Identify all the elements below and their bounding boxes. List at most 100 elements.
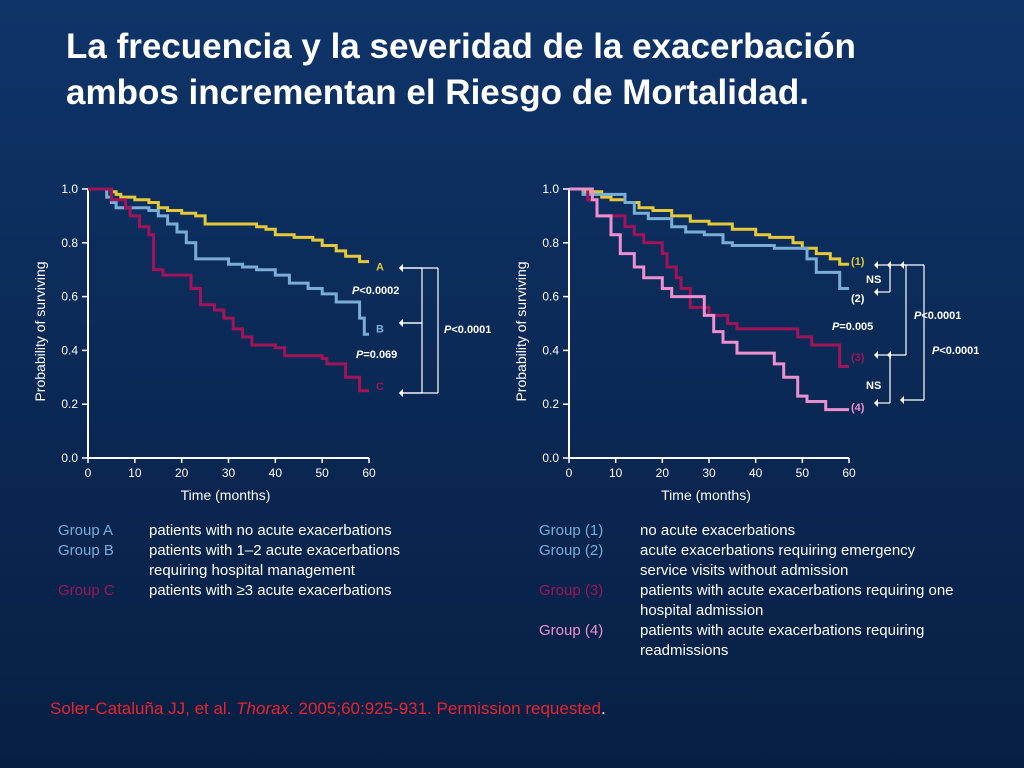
legend-group-key: Group (4)	[539, 622, 604, 639]
legend-group-key: Group C	[58, 582, 115, 599]
legend-description-line: patients with no acute exacerbations	[149, 522, 392, 539]
legend-group-description: patients with no acute exacerbations	[149, 521, 392, 541]
series-line-1	[569, 187, 849, 266]
legend-group-key: Group B	[58, 542, 114, 559]
legend-row: Group (3) patients with acute exacerbatio…	[539, 581, 1009, 621]
annotations: A B C P<0.0002 P=0.069 P<0.0001	[352, 262, 491, 397]
series-end-label-A: A	[376, 262, 384, 274]
x-tick-label: 30	[702, 466, 716, 480]
series-line-3	[569, 187, 849, 368]
ns-3-4: NS	[866, 380, 881, 392]
y-tick-label: 0.0	[61, 451, 78, 465]
series-line-4	[569, 187, 849, 412]
legend-row: Group (1) no acute exacerbations	[539, 521, 1009, 541]
x-tick-label: 20	[656, 466, 670, 480]
series-end-label-4: (4)	[851, 402, 865, 414]
legend-description-line: requiring hospital management	[149, 562, 355, 579]
x-tick-label: 10	[609, 466, 623, 480]
series-end-label-B: B	[376, 323, 384, 335]
legend-description-line: patients with acute exacerbations requir…	[640, 582, 954, 599]
arrow-head	[900, 396, 904, 404]
x-tick-label: 0	[85, 466, 92, 480]
ns-1-2: NS	[866, 274, 881, 286]
p-value-a-c: P<0.0001	[444, 324, 491, 336]
p-value-1-4: P<0.0001	[932, 345, 979, 357]
y-tick-label: 0.6	[61, 290, 78, 304]
citation-authors: Soler-Cataluña JJ, et al.	[50, 699, 237, 718]
y-tick-label: 0.0	[542, 451, 559, 465]
y-tick-label: 0.8	[542, 236, 559, 250]
arrow-head	[874, 399, 878, 407]
p-value-1-3: P<0.0001	[914, 310, 961, 322]
citation-journal: Thorax	[236, 699, 290, 718]
y-tick-label: 0.2	[61, 397, 78, 411]
series-end-label-C: C	[376, 381, 384, 393]
x-tick-label: 40	[269, 466, 283, 480]
citation: Soler-Cataluña JJ, et al. Thorax. 2005;6…	[50, 699, 606, 719]
series-line-C	[88, 187, 369, 393]
legend-row: Group A patients with no acute exacerbati…	[58, 521, 458, 541]
legend-description-line: acute exacerbations requiring emergency	[640, 542, 916, 559]
legend-description-line: readmissions	[640, 642, 729, 659]
arrow-head	[399, 389, 403, 397]
citation-details: . 2005;60:925-931. Permission requested	[289, 699, 601, 718]
legend-group-description: patients with 1–2 acute exacerbations req…	[149, 541, 400, 581]
arrow-head	[874, 261, 878, 269]
y-tick-label: 1.0	[61, 182, 78, 196]
series-line-2	[569, 187, 849, 290]
arrow-head	[887, 261, 891, 269]
legend-row: Group (4) patients with acute exacerbatio…	[539, 621, 1009, 661]
x-tick-label: 50	[796, 466, 810, 480]
series-end-label-1: (1)	[851, 256, 865, 268]
y-axis-label: Probability of surviving	[513, 261, 529, 401]
x-axis-label: Time (months)	[661, 487, 751, 503]
y-tick-label: 0.4	[61, 343, 78, 357]
legend-description-line: no acute exacerbations	[640, 522, 796, 539]
series-line-B	[88, 187, 369, 336]
citation-end: .	[600, 699, 606, 718]
legend-row: Group (2) acute exacerbations requiring e…	[539, 541, 1009, 581]
legend-description-line: patients with ≥3 acute exacerbations	[149, 582, 392, 599]
axes: 0.0 0.2 0.4 0.6 0.8 1.0 0 10 20 30 40 50 60 Time (mon…	[513, 182, 856, 503]
legend-description-line: patients with 1–2 acute exacerbations	[149, 542, 400, 559]
p-value-a-b: P<0.0002	[352, 285, 399, 297]
legend-description-line: hospital admission	[640, 602, 764, 619]
legend-group-key: Group A	[58, 522, 114, 539]
legend-right: Group (1) no acute exacerbations Group (2)…	[539, 521, 1009, 661]
legend-group-description: acute exacerbations requiring emergency s…	[640, 541, 915, 581]
x-axis-label: Time (months)	[181, 487, 271, 503]
x-tick-label: 60	[362, 466, 376, 480]
arrow-head	[874, 288, 878, 296]
arrow-head	[399, 319, 403, 327]
legend-description-line: patients with acute exacerbations requir…	[640, 622, 925, 639]
legend-group-description: patients with acute exacerbations requir…	[640, 581, 954, 621]
y-tick-label: 0.6	[542, 290, 559, 304]
legend-group-key: Group (2)	[539, 542, 604, 559]
p-value-b-c: P=0.069	[356, 349, 397, 361]
slide-title: La frecuencia y la severidad de la exace…	[66, 27, 856, 112]
x-tick-label: 60	[842, 466, 856, 480]
x-tick-label: 30	[222, 466, 236, 480]
x-tick-label: 20	[175, 466, 189, 480]
y-axis-label: Probability of surviving	[32, 261, 48, 401]
legend-group-key: Group (1)	[539, 522, 604, 539]
series-lines	[88, 187, 369, 393]
y-tick-label: 0.8	[61, 236, 78, 250]
legend-group-description: patients with acute exacerbations requir…	[640, 621, 924, 661]
legend-group-description: no acute exacerbations	[640, 521, 795, 541]
series-end-label-2: (2)	[851, 293, 865, 305]
arrow-head	[900, 261, 904, 269]
axes: 0.0 0.2 0.4 0.6 0.8 1.0 0 10 20 30 40 50 60 Time (mon…	[32, 182, 376, 503]
legend-left: Group A patients with no acute exacerbati…	[58, 521, 458, 601]
arrow-head	[874, 351, 878, 359]
y-tick-label: 0.4	[542, 343, 559, 357]
p-value-2-3: P=0.005	[832, 321, 873, 333]
legend-row: Group C patients with ≥3 acute exacerbati…	[58, 581, 458, 601]
legend-group-description: patients with ≥3 acute exacerbations	[149, 581, 392, 601]
y-tick-label: 0.2	[542, 397, 559, 411]
x-tick-label: 50	[315, 466, 329, 480]
legend-group-key: Group (3)	[539, 582, 604, 599]
